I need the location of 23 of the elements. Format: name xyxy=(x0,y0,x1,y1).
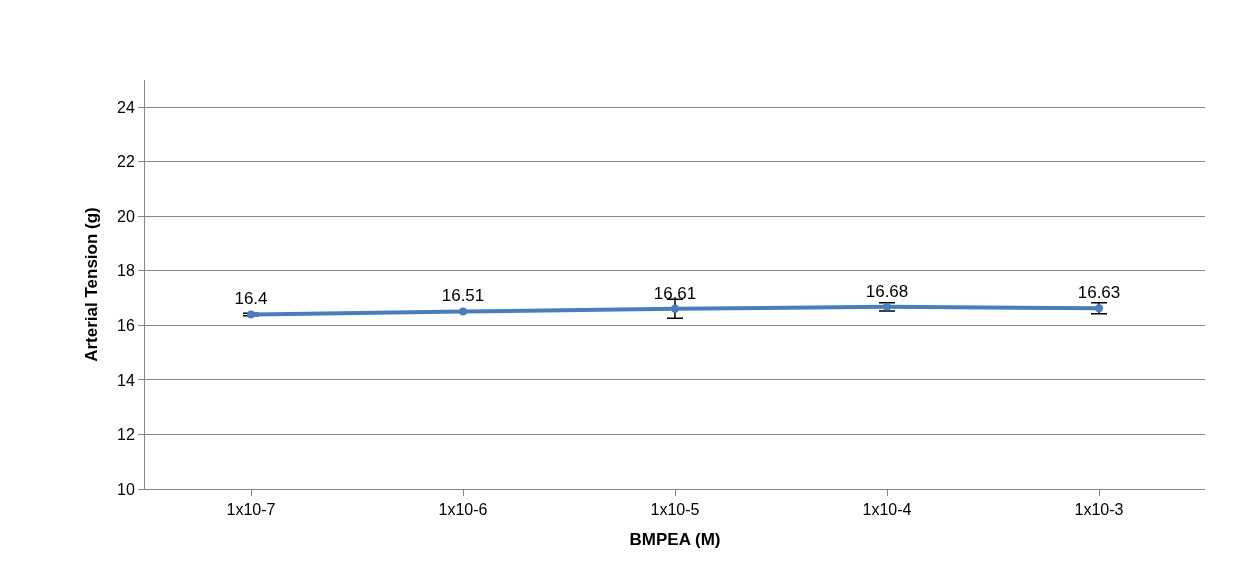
data-label: 16.61 xyxy=(653,283,697,303)
point xyxy=(247,310,255,319)
x-axis-title: BMPEA (M) xyxy=(629,529,721,549)
point xyxy=(883,302,891,311)
y-tick-label: 18 xyxy=(117,262,135,280)
y-tick-label: 22 xyxy=(117,153,135,171)
data-label: 16.68 xyxy=(865,281,909,301)
x-tick-label: 1x10-7 xyxy=(226,501,276,519)
y-tick-label: 20 xyxy=(117,207,135,225)
data-label: 16.51 xyxy=(441,286,485,306)
data-label: 16.63 xyxy=(1077,282,1121,302)
x-tick-label: 1x10-4 xyxy=(862,501,912,519)
y-tick-label: 14 xyxy=(117,371,135,389)
point xyxy=(459,307,467,316)
y-tick-label: 12 xyxy=(117,426,135,444)
data-label: 16.4 xyxy=(234,289,268,309)
y-tick-label: 16 xyxy=(117,317,135,334)
y-axis-title: Arterial Tension (g) xyxy=(81,207,101,362)
x-tick-label: 1x10-3 xyxy=(1074,501,1124,519)
x-tick-label: 1x10-5 xyxy=(650,501,700,519)
y-tick-label: 10 xyxy=(117,480,135,498)
x-tick-label: 1x10-6 xyxy=(438,501,488,519)
y-tick-label: 24 xyxy=(117,98,135,116)
